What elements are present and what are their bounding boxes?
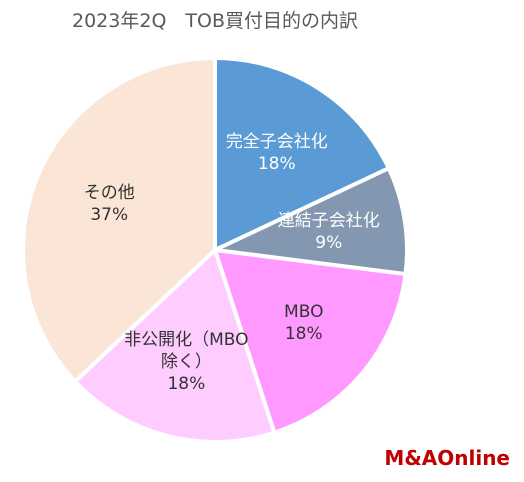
slice-label: 連結子会社化 9% xyxy=(264,210,394,254)
category-label: 非公開化（MBO除く） xyxy=(124,329,249,372)
chart-title: 2023年2Q TOB買付目的の内訳 xyxy=(72,10,358,32)
category-label: その他 xyxy=(83,183,135,204)
slice-label: 非公開化（MBO除く） 18% xyxy=(121,329,251,395)
slice-label: MBO 18% xyxy=(239,301,369,345)
value-label: 18% xyxy=(284,324,323,345)
pie-slice xyxy=(213,55,392,254)
value-label: 18% xyxy=(257,153,296,174)
category-label: 完全子会社化 xyxy=(225,131,328,152)
pie-slice xyxy=(72,246,277,444)
value-label: 37% xyxy=(90,205,129,226)
value-label: 18% xyxy=(167,373,206,394)
pie-slice xyxy=(21,55,217,385)
pie-slice xyxy=(212,247,408,436)
pie-slice xyxy=(207,165,409,277)
category-label: 連結子会社化 xyxy=(277,210,380,231)
slice-label: 完全子会社化 18% xyxy=(212,131,342,175)
logo: M&AOnline xyxy=(384,446,510,470)
category-label: MBO xyxy=(284,302,324,323)
value-label: 9% xyxy=(315,232,343,253)
slice-label: その他 37% xyxy=(44,182,174,226)
